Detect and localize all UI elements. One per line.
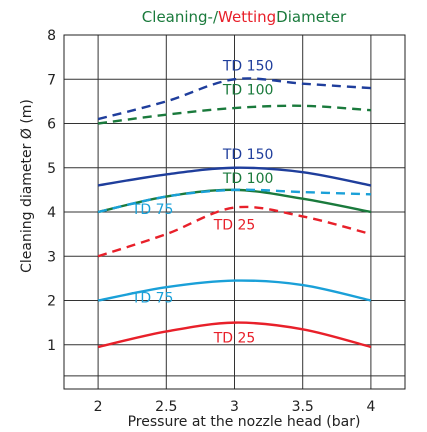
- y-tick-label: 2: [47, 294, 56, 310]
- y-axis-title: Cleaning diameter Ø (m): [19, 99, 35, 273]
- x-tick-label: 2: [94, 399, 103, 415]
- series-line-wetting-td-150: [97, 77, 371, 121]
- series-line-cleaning-td-75: [97, 279, 372, 302]
- y-tick-labels: 1 2 3 4 5 6 7 8: [47, 28, 56, 354]
- y-tick-label: 1: [47, 338, 56, 354]
- plot-frame: [63, 34, 406, 390]
- series-line-cleaning-td-25: [97, 321, 372, 349]
- series-label-wetting-td-25: TD 25: [213, 218, 256, 234]
- y-tick-label: 6: [47, 117, 56, 133]
- series-label-wetting-td-75: TD 75: [131, 202, 174, 218]
- x-tick-label: 2.5: [155, 399, 177, 415]
- series-label-layer: TD 150 TD 100 TD 150 TD 100 TD 75 TD 25 TD 75 T…: [131, 58, 274, 346]
- series-label-cleaning-td-75: TD 75: [131, 291, 174, 307]
- x-tick-label: 3: [230, 399, 239, 415]
- title-part-cleaning: Cleaning-/: [142, 8, 219, 26]
- series-label-wetting-td-150: TD 150: [222, 58, 274, 74]
- series-line-wetting-td-25: [97, 205, 372, 258]
- y-tick-label: 7: [47, 72, 56, 88]
- y-tick-label: 5: [47, 161, 56, 177]
- chart-title: Cleaning-/WettingDiameter: [142, 8, 347, 26]
- y-tick-label: 3: [47, 249, 56, 265]
- y-tick-label: 4: [47, 205, 56, 221]
- y-tick-label: 8: [47, 28, 56, 44]
- x-tick-labels: 2 2.5 3 3.5 4: [94, 399, 376, 415]
- title-part-wetting: Wetting: [218, 8, 276, 26]
- title-part-diameter: Diameter: [276, 8, 347, 26]
- series-line-wetting-td-100: [97, 104, 371, 125]
- x-axis-title: Pressure at the nozzle head (bar): [128, 414, 361, 430]
- series-label-cleaning-td-150: TD 150: [222, 147, 274, 163]
- x-tick-label: 3.5: [292, 399, 314, 415]
- series-line-wetting-td-75: [97, 188, 371, 214]
- series-line-cleaning-td-150: [97, 166, 372, 187]
- series-label-wetting-td-100: TD 100: [222, 83, 274, 99]
- series-label-cleaning-td-100: TD 100: [222, 171, 274, 187]
- series-layer: [97, 77, 372, 349]
- x-tick-label: 4: [366, 399, 375, 415]
- series-label-cleaning-td-25: TD 25: [213, 331, 256, 347]
